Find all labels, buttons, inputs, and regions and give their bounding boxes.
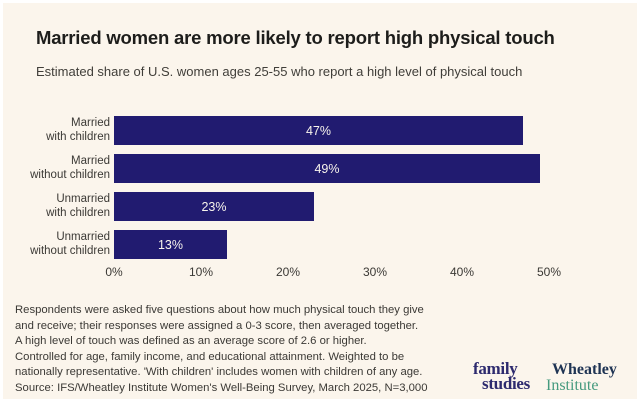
footnote-line: and receive; their responses were assign… — [15, 319, 419, 332]
x-tick-label: 0% — [105, 265, 123, 279]
x-tick-label: 20% — [275, 265, 301, 279]
bar: 49% — [114, 154, 540, 183]
bar: 23% — [114, 192, 314, 221]
footnote-line: Respondents were asked five questions ab… — [15, 304, 424, 316]
footnote-line: Controlled for age, family income, and e… — [15, 350, 405, 363]
x-tick-label: 30% — [362, 265, 388, 279]
bar: 13% — [114, 230, 227, 259]
category-label: Unmarried with children — [3, 192, 110, 221]
bar-value-label: 13% — [157, 237, 184, 252]
x-tick-label: 40% — [449, 265, 475, 279]
footnote: Respondents were asked five questions ab… — [15, 303, 475, 397]
bar-value-label: 47% — [305, 123, 332, 138]
family-studies-logo-line2: studies — [482, 373, 530, 393]
bar-row: Unmarried with children 23% — [3, 192, 637, 221]
bar-value-label: 23% — [201, 199, 227, 214]
wheatley-logo-line2: Institute — [546, 377, 599, 394]
category-label-text: Married without children — [30, 155, 110, 181]
category-label-text: Unmarried with children — [46, 193, 110, 219]
family-studies-logo-line1: family — [473, 359, 518, 378]
x-tick-label: 10% — [188, 265, 214, 279]
bar-chart: Married with children 47% Married withou… — [3, 3, 637, 399]
category-label: Unmarried without children — [3, 230, 110, 259]
family-studies-logo: family studies — [473, 359, 530, 393]
bar-row: Married without children 49% — [3, 154, 637, 183]
category-label: Married without children — [3, 154, 110, 183]
footnote-line: nationally representative. 'With childre… — [15, 366, 423, 379]
footnote-line: A high level of touch was defined as an … — [15, 335, 367, 348]
bar-row: Married with children 47% — [3, 116, 637, 145]
chart-card: Married women are more likely to report … — [3, 3, 637, 399]
chart-title: Married women are more likely to report … — [36, 27, 555, 48]
wheatley-logo-line1: Wheatley — [552, 361, 617, 378]
chart-subtitle: Estimated share of U.S. women ages 25-55… — [36, 64, 523, 79]
logo-group: family studies Wheatley Institute — [471, 360, 636, 400]
wheatley-institute-logo: Wheatley Institute — [546, 362, 617, 394]
x-axis: 0% 10% 20% 30% 40% 50% — [3, 265, 637, 283]
x-tick-label: 50% — [536, 265, 562, 279]
bar-value-label: 49% — [314, 161, 340, 176]
category-label-text: Married with children — [46, 117, 110, 143]
category-label-text: Unmarried without children — [30, 231, 110, 257]
bar-row: Unmarried without children 13% — [3, 230, 637, 259]
bar: 47% — [114, 116, 523, 145]
category-label: Married with children — [3, 116, 110, 145]
footnote-line: Source: IFS/Wheatley Institute Women's W… — [15, 381, 428, 394]
